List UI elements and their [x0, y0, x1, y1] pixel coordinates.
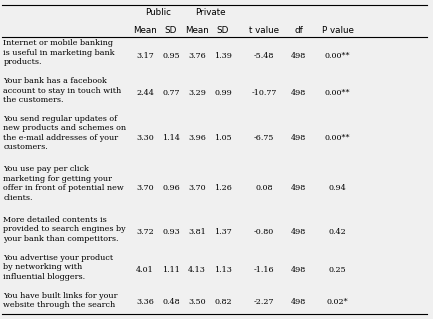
Text: 1.39: 1.39 — [214, 52, 232, 60]
Text: 0.42: 0.42 — [329, 228, 346, 236]
Text: 3.70: 3.70 — [136, 184, 154, 192]
Text: -5.48: -5.48 — [254, 52, 275, 60]
Text: -10.77: -10.77 — [252, 89, 277, 97]
Text: 3.50: 3.50 — [188, 298, 206, 306]
Text: SD: SD — [217, 26, 229, 34]
Text: You advertise your product
by networking with
influential bloggers.: You advertise your product by networking… — [3, 254, 113, 281]
Text: Public: Public — [145, 8, 171, 17]
Text: 0.93: 0.93 — [162, 228, 180, 236]
Text: 0.25: 0.25 — [329, 266, 346, 274]
Text: 1.37: 1.37 — [214, 228, 232, 236]
Text: 0.77: 0.77 — [162, 89, 180, 97]
Text: You use pay per click
marketing for getting your
offer in front of potential new: You use pay per click marketing for gett… — [3, 165, 124, 202]
Text: 0.00**: 0.00** — [325, 89, 350, 97]
Text: -2.27: -2.27 — [254, 298, 275, 306]
Text: SD: SD — [165, 26, 177, 34]
Text: 4.13: 4.13 — [188, 266, 206, 274]
Text: 1.14: 1.14 — [162, 134, 180, 142]
Text: 498: 498 — [291, 52, 307, 60]
Text: 0.99: 0.99 — [214, 89, 232, 97]
Text: 3.29: 3.29 — [188, 89, 206, 97]
Text: -6.75: -6.75 — [254, 134, 275, 142]
Text: 498: 498 — [291, 266, 307, 274]
Text: 0.82: 0.82 — [214, 298, 232, 306]
Text: More detailed contents is
provided to search engines by
your bank than competito: More detailed contents is provided to se… — [3, 216, 126, 243]
Text: 3.30: 3.30 — [136, 134, 154, 142]
Text: 3.72: 3.72 — [136, 228, 154, 236]
Text: P value: P value — [322, 26, 354, 34]
Text: 3.81: 3.81 — [188, 228, 206, 236]
Text: 0.00**: 0.00** — [325, 134, 350, 142]
Text: 1.11: 1.11 — [162, 266, 180, 274]
Text: 3.70: 3.70 — [188, 184, 206, 192]
Text: 1.05: 1.05 — [214, 134, 232, 142]
Text: 0.94: 0.94 — [329, 184, 346, 192]
Text: 0.08: 0.08 — [255, 184, 273, 192]
Text: 498: 498 — [291, 228, 307, 236]
Text: Mean: Mean — [185, 26, 209, 34]
Text: Internet or mobile banking
is useful in marketing bank
products.: Internet or mobile banking is useful in … — [3, 39, 115, 66]
Text: 2.44: 2.44 — [136, 89, 154, 97]
Text: 3.96: 3.96 — [188, 134, 206, 142]
Text: 0.02*: 0.02* — [327, 298, 349, 306]
Text: 0.00**: 0.00** — [325, 52, 350, 60]
Text: -1.16: -1.16 — [254, 266, 275, 274]
Text: 498: 498 — [291, 89, 307, 97]
Text: 498: 498 — [291, 184, 307, 192]
Text: Your bank has a facebook
account to stay in touch with
the customers.: Your bank has a facebook account to stay… — [3, 77, 122, 104]
Text: 0.95: 0.95 — [162, 52, 180, 60]
Text: 3.36: 3.36 — [136, 298, 154, 306]
Text: 3.17: 3.17 — [136, 52, 154, 60]
Text: 498: 498 — [291, 298, 307, 306]
Text: Private: Private — [195, 8, 225, 17]
Text: 0.48: 0.48 — [162, 298, 180, 306]
Text: 3.76: 3.76 — [188, 52, 206, 60]
Text: t value: t value — [249, 26, 279, 34]
Text: 1.13: 1.13 — [214, 266, 232, 274]
Text: -0.80: -0.80 — [254, 228, 274, 236]
Text: df: df — [294, 26, 303, 34]
Text: 1.26: 1.26 — [214, 184, 232, 192]
Text: 498: 498 — [291, 134, 307, 142]
Text: You have built links for your
website through the search: You have built links for your website th… — [3, 292, 118, 309]
Text: Mean: Mean — [133, 26, 157, 34]
Text: 0.96: 0.96 — [162, 184, 180, 192]
Text: 4.01: 4.01 — [136, 266, 154, 274]
Text: You send regular updates of
new products and schemes on
the e-mail addresses of : You send regular updates of new products… — [3, 115, 126, 152]
